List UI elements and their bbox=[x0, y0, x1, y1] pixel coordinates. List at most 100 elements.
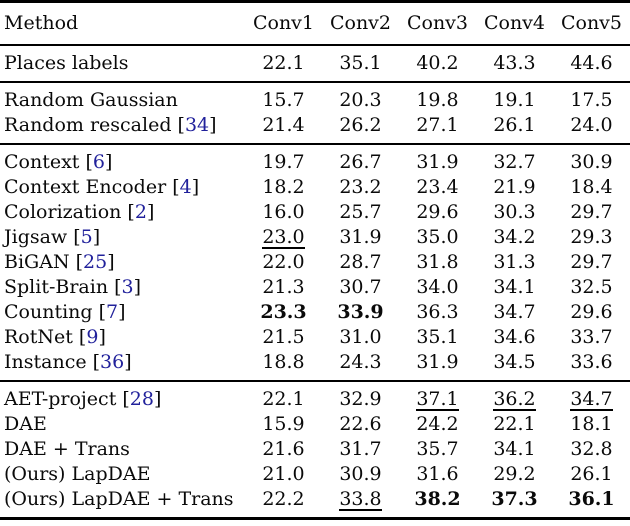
table-row: Places labels 22.1 35.1 40.2 43.3 44.6 bbox=[0, 45, 630, 82]
value-cell: 23.0 bbox=[245, 225, 322, 250]
value-cell: 36.3 bbox=[416, 301, 459, 323]
table-row: DAE + Trans 21.6 31.7 35.7 34.1 32.8 bbox=[0, 437, 630, 462]
second-best-value: 33.8 bbox=[339, 488, 382, 511]
value-cell: 25.7 bbox=[339, 201, 382, 223]
method-cell: Random rescaled [34] bbox=[4, 114, 217, 136]
value-cell: 32.5 bbox=[570, 276, 613, 298]
table-row: (Ours) LapDAE 21.0 30.9 31.6 29.2 26.1 bbox=[0, 462, 630, 487]
table-section-4: AET-project [28] 22.1 32.9 37.1 36.2 34.7 DAE 1… bbox=[0, 381, 630, 519]
method-label: (Ours) LapDAE bbox=[4, 463, 151, 485]
citation-link[interactable]: 28 bbox=[129, 388, 154, 410]
value-cell: 31.7 bbox=[339, 438, 382, 460]
value-cell: 23.3 bbox=[245, 300, 322, 325]
value-cell: 43.3 bbox=[493, 52, 536, 74]
value-cell: 26.1 bbox=[493, 114, 536, 136]
method-label: Jigsaw bbox=[4, 226, 68, 248]
value-cell: 29.2 bbox=[493, 463, 536, 485]
value-cell: 22.1 bbox=[262, 52, 305, 74]
value-cell: 21.5 bbox=[262, 326, 305, 348]
value-cell: 17.5 bbox=[570, 89, 613, 111]
value-cell: 23.4 bbox=[416, 176, 459, 198]
citation-link[interactable]: 9 bbox=[86, 326, 99, 348]
method-cell: Jigsaw [5] bbox=[4, 226, 101, 248]
value-cell: 35.1 bbox=[416, 326, 459, 348]
method-label: Context Encoder bbox=[4, 176, 167, 198]
table-row: Context Encoder [4] 18.2 23.2 23.4 21.9 18.4 bbox=[0, 175, 630, 200]
best-value: 37.3 bbox=[491, 488, 538, 510]
citation-link[interactable]: 6 bbox=[92, 151, 105, 173]
second-best-value: 23.0 bbox=[262, 226, 305, 249]
value-cell: 31.8 bbox=[416, 251, 459, 273]
value-cell: 18.8 bbox=[262, 351, 305, 373]
citation-link[interactable]: 34 bbox=[184, 114, 210, 136]
second-best-value: 37.1 bbox=[416, 388, 459, 411]
value-cell: 35.1 bbox=[339, 52, 382, 74]
value-cell: 40.2 bbox=[416, 52, 459, 74]
value-cell: 37.1 bbox=[399, 381, 476, 412]
citation-link[interactable]: 4 bbox=[179, 176, 192, 198]
citation-link[interactable]: 2 bbox=[134, 201, 147, 223]
value-cell: 28.7 bbox=[339, 251, 382, 273]
value-cell: 15.7 bbox=[262, 89, 305, 111]
value-cell: 31.6 bbox=[416, 463, 459, 485]
second-best-value: 34.7 bbox=[570, 388, 613, 411]
best-value: 38.2 bbox=[414, 488, 461, 510]
table-header: Method Conv1 Conv2 Conv3 Conv4 Conv5 bbox=[0, 1, 630, 46]
col-header-conv2: Conv2 bbox=[322, 1, 399, 46]
method-cell: Places labels bbox=[0, 45, 245, 82]
citation-link[interactable]: 36 bbox=[100, 351, 125, 373]
value-cell: 34.7 bbox=[493, 301, 536, 323]
value-cell: 21.0 bbox=[262, 463, 305, 485]
value-cell: 34.2 bbox=[493, 226, 536, 248]
method-label: Places labels bbox=[4, 52, 129, 74]
value-cell: 21.3 bbox=[262, 276, 305, 298]
value-cell: 22.1 bbox=[262, 388, 305, 410]
col-header-conv5: Conv5 bbox=[553, 1, 630, 46]
value-cell: 33.7 bbox=[570, 326, 613, 348]
value-cell: 33.9 bbox=[322, 300, 399, 325]
citation-link[interactable]: 7 bbox=[106, 301, 119, 323]
method-cell: Instance [36] bbox=[4, 351, 132, 373]
value-cell: 35.0 bbox=[416, 226, 459, 248]
method-cell: Colorization [2] bbox=[4, 201, 155, 223]
value-cell: 30.9 bbox=[339, 463, 382, 485]
table-row: Split-Brain [3] 21.3 30.7 34.0 34.1 32.5 bbox=[0, 275, 630, 300]
citation-link[interactable]: 25 bbox=[83, 251, 108, 273]
value-cell: 23.2 bbox=[339, 176, 382, 198]
method-label: DAE bbox=[4, 413, 47, 435]
value-cell: 34.1 bbox=[493, 276, 536, 298]
col-header-conv1: Conv1 bbox=[245, 1, 322, 46]
value-cell: 31.9 bbox=[339, 226, 382, 248]
method-cell: (Ours) LapDAE + Trans bbox=[0, 487, 245, 519]
method-cell: Counting [7] bbox=[4, 301, 126, 323]
citation-link[interactable]: 5 bbox=[80, 226, 93, 248]
value-cell: 24.3 bbox=[339, 351, 382, 373]
value-cell: 29.3 bbox=[570, 226, 613, 248]
value-cell: 35.7 bbox=[416, 438, 459, 460]
value-cell: 32.7 bbox=[493, 151, 536, 173]
citation-link[interactable]: 3 bbox=[121, 276, 134, 298]
method-label: Random rescaled bbox=[4, 114, 172, 136]
method-label: DAE + Trans bbox=[4, 438, 130, 460]
table-row: Jigsaw [5] 23.0 31.9 35.0 34.2 29.3 bbox=[0, 225, 630, 250]
method-cell: (Ours) LapDAE bbox=[0, 462, 245, 487]
value-cell: 27.1 bbox=[416, 114, 459, 136]
value-cell: 21.4 bbox=[262, 114, 305, 136]
method-label: Context bbox=[4, 151, 80, 173]
value-cell: 37.3 bbox=[476, 487, 553, 519]
value-cell: 19.7 bbox=[262, 151, 305, 173]
value-cell: 38.2 bbox=[399, 487, 476, 519]
method-label: RotNet bbox=[4, 326, 73, 348]
value-cell: 30.7 bbox=[339, 276, 382, 298]
value-cell: 29.6 bbox=[416, 201, 459, 223]
method-label: Instance bbox=[4, 351, 87, 373]
value-cell: 30.3 bbox=[493, 201, 536, 223]
method-label: AET-project bbox=[4, 388, 117, 410]
table-row: Colorization [2] 16.0 25.7 29.6 30.3 29.7 bbox=[0, 200, 630, 225]
method-cell: AET-project [28] bbox=[4, 388, 162, 410]
method-cell: Random Gaussian bbox=[0, 82, 245, 113]
value-cell: 31.9 bbox=[416, 151, 459, 173]
method-cell: Split-Brain [3] bbox=[4, 276, 142, 298]
value-cell: 26.7 bbox=[339, 151, 382, 173]
